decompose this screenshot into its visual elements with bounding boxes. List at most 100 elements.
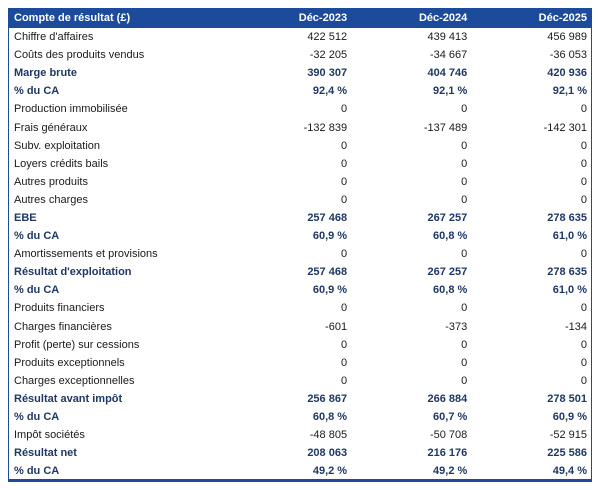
- row-value: 0: [461, 157, 468, 170]
- row-value: 0: [580, 175, 587, 188]
- row-label: Production immobilisée: [14, 103, 128, 116]
- table-row: Autres charges 0 0 0: [9, 191, 592, 209]
- row-value: 0: [340, 103, 348, 116]
- row-value: 0: [580, 374, 587, 387]
- row-label: Autres produits: [14, 175, 88, 188]
- row-value: -36 053: [549, 49, 587, 62]
- row-value: -134: [564, 320, 587, 333]
- row-value: -52 915: [549, 429, 587, 442]
- row-value: 422 512: [307, 31, 348, 44]
- row-value: 0: [461, 248, 468, 261]
- row-value: 0: [340, 356, 348, 369]
- row-value: 49,4 %: [552, 464, 587, 477]
- row-value: 61,0 %: [552, 284, 587, 297]
- row-value: 61,0 %: [552, 230, 587, 243]
- row-label: Autres charges: [14, 193, 88, 206]
- row-value: 60,9 %: [552, 411, 587, 424]
- column-header: Déc-2024: [351, 8, 472, 28]
- row-label: % du CA: [14, 284, 60, 297]
- row-label: Profit (perte) sur cessions: [14, 338, 140, 351]
- row-value: 390 307: [307, 67, 348, 80]
- row-value: 60,9 %: [312, 230, 348, 243]
- row-value: -132 839: [303, 121, 348, 134]
- row-value: 49,2 %: [312, 464, 348, 477]
- table-row: EBE 257 468 267 257 278 635: [9, 209, 592, 227]
- row-value: 60,8 %: [433, 230, 468, 243]
- row-value: 278 635: [547, 211, 587, 224]
- row-label: Frais généraux: [14, 121, 88, 134]
- table-row: % du CA 60,9 % 60,8 % 61,0 %: [9, 281, 592, 299]
- row-value: -601: [325, 320, 348, 333]
- row-value: 0: [461, 302, 468, 315]
- row-value: 92,1 %: [433, 85, 468, 98]
- row-value: 60,9 %: [312, 284, 348, 297]
- row-value: 257 468: [307, 266, 348, 279]
- row-value: 92,4 %: [312, 85, 348, 98]
- table-row: % du CA 60,9 % 60,8 % 61,0 %: [9, 227, 592, 245]
- row-value: 0: [340, 248, 348, 261]
- row-value: 439 413: [427, 31, 468, 44]
- row-value: 0: [461, 175, 468, 188]
- row-value: -137 489: [423, 121, 468, 134]
- row-label: Charges exceptionnelles: [14, 374, 135, 387]
- row-value: 420 936: [547, 67, 587, 80]
- row-value: 0: [461, 103, 468, 116]
- row-value: 0: [580, 302, 587, 315]
- row-label: % du CA: [14, 230, 60, 243]
- row-label: Subv. exploitation: [14, 139, 101, 152]
- row-value: 0: [340, 338, 348, 351]
- row-value: 0: [580, 356, 587, 369]
- row-value: 0: [340, 374, 348, 387]
- row-value: 0: [340, 193, 348, 206]
- row-value: 0: [580, 139, 587, 152]
- row-value: 0: [461, 374, 468, 387]
- table-row: Résultat d'exploitation 257 468 267 257 278…: [9, 263, 592, 281]
- row-label: Résultat d'exploitation: [14, 266, 132, 279]
- row-value: 0: [580, 157, 587, 170]
- row-label: Produits financiers: [14, 302, 105, 315]
- table-row: % du CA 92,4 % 92,1 % 92,1 %: [9, 82, 592, 100]
- table-row: Frais généraux -132 839 -137 489 -142 301: [9, 118, 592, 136]
- row-value: 0: [580, 248, 587, 261]
- header-row: Compte de résultat (£) Déc-2023 Déc-2024 D…: [8, 8, 592, 28]
- table-row: Résultat avant impôt 256 867 266 884 278 50…: [9, 390, 592, 408]
- row-value: 0: [461, 338, 468, 351]
- row-label: % du CA: [14, 411, 60, 424]
- row-value: 256 867: [307, 392, 348, 405]
- row-label: Chiffre d'affaires: [14, 31, 94, 44]
- row-value: -48 805: [309, 429, 348, 442]
- income-statement-table: Compte de résultat (£) Déc-2023 Déc-2024 D…: [8, 8, 592, 482]
- table-row: Produits financiers 0 0 0: [9, 299, 592, 317]
- row-value: 267 257: [427, 211, 468, 224]
- row-label: Amortissements et provisions: [14, 248, 158, 261]
- table-row: Charges exceptionnelles 0 0 0: [9, 372, 592, 390]
- row-label: Loyers crédits bails: [14, 157, 109, 170]
- row-value: 0: [461, 356, 468, 369]
- row-value: 456 989: [547, 31, 587, 44]
- row-value: 60,8 %: [433, 284, 468, 297]
- table-row: Chiffre d'affaires 422 512 439 413 456 989: [9, 28, 592, 46]
- table-header: Compte de résultat (£) Déc-2023 Déc-2024 D…: [8, 8, 592, 28]
- row-label: Résultat avant impôt: [14, 392, 123, 405]
- row-value: 278 501: [547, 392, 587, 405]
- table-row: % du CA 60,8 % 60,7 % 60,9 %: [9, 408, 592, 426]
- row-label: Résultat net: [14, 447, 77, 460]
- row-value: 267 257: [427, 266, 468, 279]
- row-value: -50 708: [429, 429, 468, 442]
- row-label: Marge brute: [14, 67, 77, 80]
- table-row: Marge brute 390 307 404 746 420 936: [9, 64, 592, 82]
- table-row: % du CA 49,2 % 49,2 % 49,4 %: [9, 462, 592, 480]
- row-label: Produits exceptionnels: [14, 356, 125, 369]
- table-row: Produits exceptionnels 0 0 0: [9, 354, 592, 372]
- row-value: 0: [340, 157, 348, 170]
- table-row: Production immobilisée 0 0 0: [9, 100, 592, 118]
- row-value: 60,7 %: [433, 411, 468, 424]
- row-label: Impôt sociétés: [14, 429, 85, 442]
- table-row: Coûts des produits vendus -32 205 -34 667 -…: [9, 46, 592, 64]
- table-body: Chiffre d'affaires 422 512 439 413 456 989 C…: [9, 28, 592, 480]
- row-label: Coûts des produits vendus: [14, 49, 145, 62]
- row-value: -34 667: [429, 49, 468, 62]
- table-row: Autres produits 0 0 0: [9, 173, 592, 191]
- table-row: Amortissements et provisions 0 0 0: [9, 245, 592, 263]
- row-value: 216 176: [427, 447, 468, 460]
